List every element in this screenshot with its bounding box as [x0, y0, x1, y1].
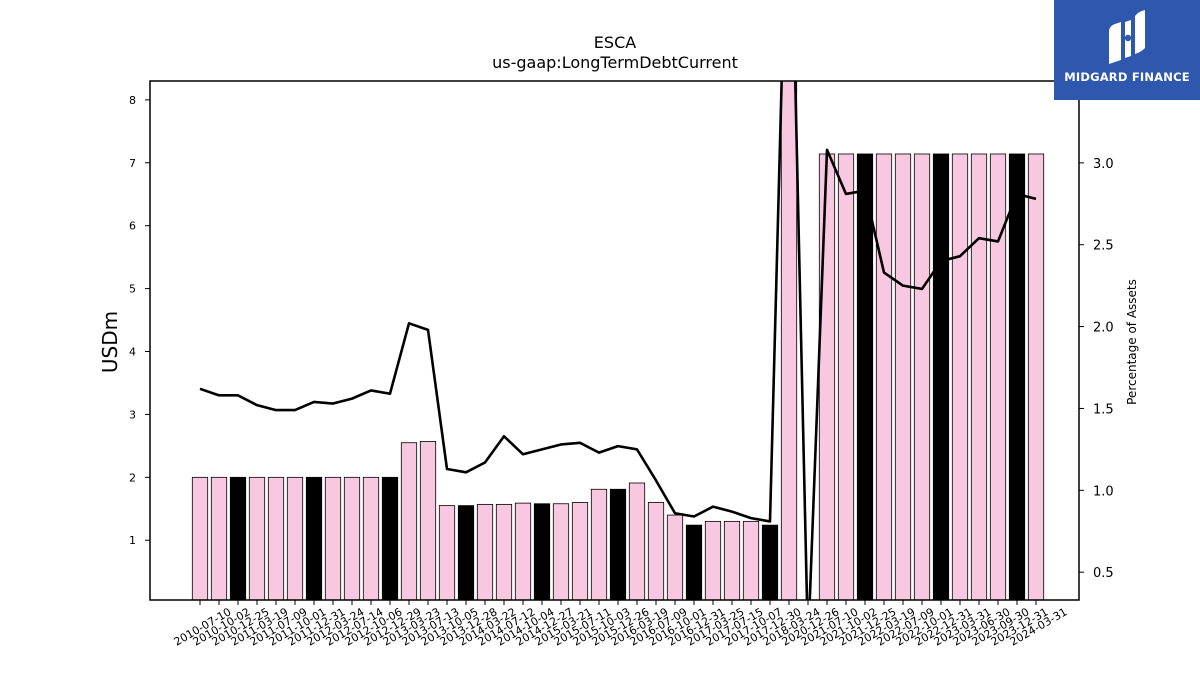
- y2-tick-label: 0.5: [1093, 566, 1114, 581]
- y2-tick-label: 3.0: [1093, 157, 1114, 172]
- bar: [875, 153, 893, 600]
- bar: [210, 476, 228, 600]
- bar: [476, 503, 494, 600]
- y2-tick-label: 1.0: [1093, 484, 1114, 499]
- y2-tick-label: 2.5: [1093, 239, 1114, 254]
- bar: [419, 441, 437, 600]
- bar: [400, 442, 418, 600]
- bar: [267, 476, 285, 600]
- bar: [913, 153, 931, 600]
- y-tick-label: 4: [129, 346, 136, 359]
- bar: [381, 476, 399, 600]
- bar: [894, 153, 912, 600]
- bar: [704, 520, 722, 600]
- bar: [647, 502, 665, 600]
- bar: [286, 476, 304, 600]
- y2-tick-label: 1.5: [1093, 402, 1114, 417]
- bar: [951, 153, 969, 600]
- bar: [989, 153, 1007, 600]
- bar: [1008, 153, 1026, 600]
- bar: [761, 524, 779, 600]
- bar: [685, 524, 703, 600]
- bar: [970, 153, 988, 600]
- bar: [609, 488, 627, 600]
- series-line: [199, 81, 1037, 600]
- bar: [666, 514, 684, 600]
- y-tick-label: 3: [129, 408, 136, 421]
- bar: [457, 505, 475, 600]
- y-tick-label: 7: [129, 157, 136, 170]
- bar: [932, 153, 950, 600]
- y-tick-label: 6: [129, 220, 136, 233]
- bar: [191, 476, 209, 600]
- y2-tick-label: 2.0: [1093, 321, 1114, 336]
- bar: [628, 482, 646, 600]
- logo-mark-icon: [1109, 10, 1145, 64]
- bar: [495, 503, 513, 600]
- bar: [514, 502, 532, 600]
- bar: [818, 153, 836, 600]
- y-tick-label: 8: [129, 94, 136, 107]
- bar: [248, 476, 266, 600]
- bar: [324, 476, 342, 600]
- bar: [552, 503, 570, 600]
- bar: [438, 505, 456, 600]
- midgard-finance-logo: MIDGARD FINANCE: [1054, 0, 1200, 100]
- bar: [362, 476, 380, 600]
- bar: [590, 488, 608, 600]
- logo-text: MIDGARD FINANCE: [1064, 70, 1190, 84]
- chart-title: ESCA: [594, 33, 636, 52]
- bar: [742, 520, 760, 600]
- y2-axis-label: Percentage of Assets: [1125, 279, 1139, 405]
- bar: [1027, 153, 1045, 600]
- y-axis-label: USDm: [98, 311, 122, 373]
- bar: [305, 476, 323, 600]
- y-tick-label: 5: [129, 283, 136, 296]
- bar: [533, 503, 551, 600]
- y-tick-label: 2: [129, 471, 136, 484]
- bar: [837, 153, 855, 600]
- y-tick-label: 1: [129, 534, 136, 547]
- chart-subtitle: us-gaap:LongTermDebtCurrent: [492, 53, 738, 72]
- bar: [343, 476, 361, 600]
- plot-frame: [149, 80, 1080, 601]
- bar: [723, 520, 741, 600]
- bar: [571, 502, 589, 600]
- bar: [856, 153, 874, 600]
- bar: [229, 476, 247, 600]
